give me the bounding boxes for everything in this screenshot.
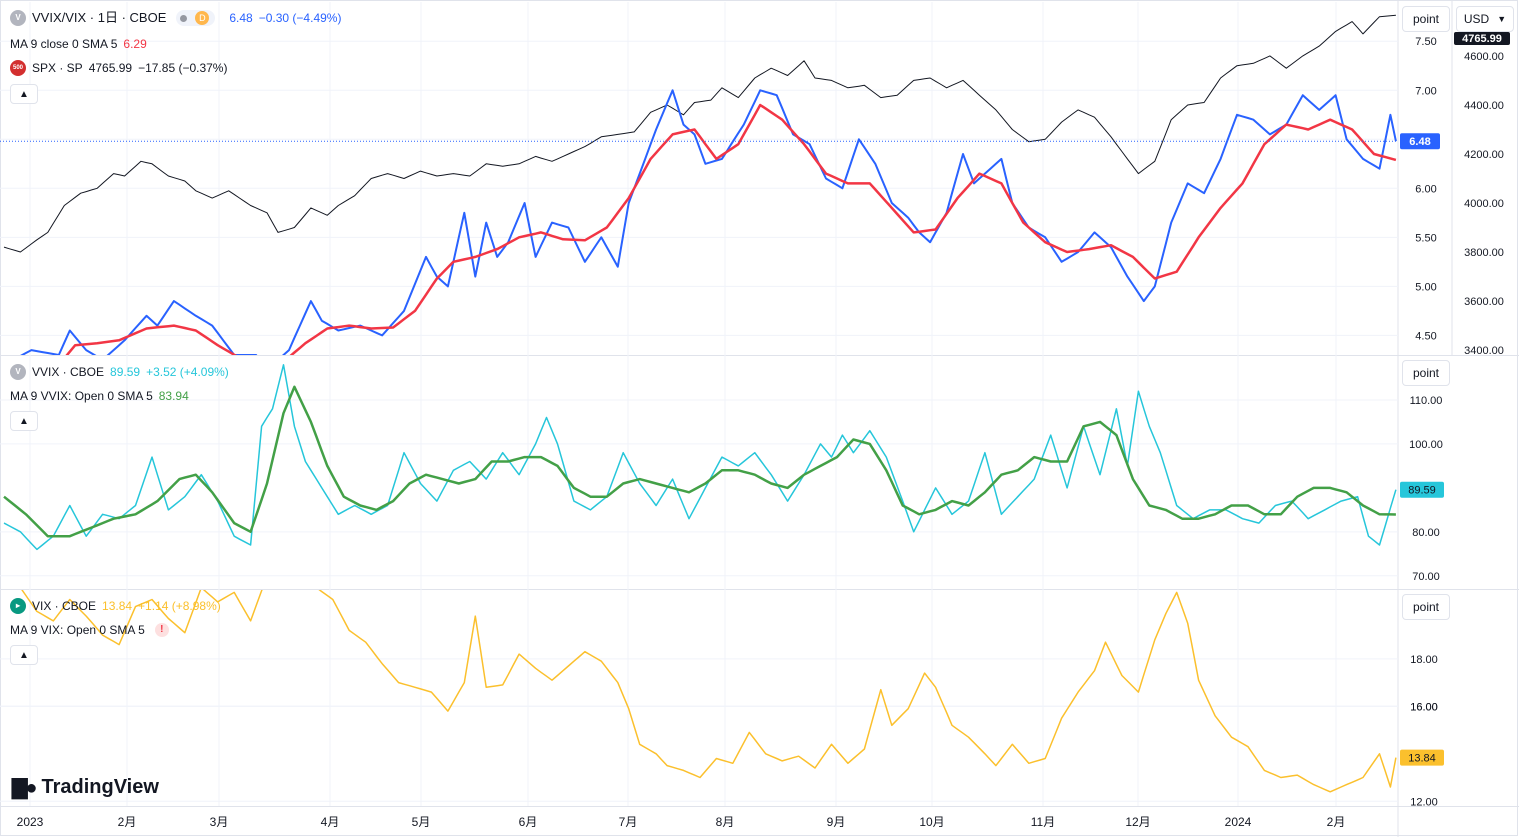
compare-change: −17.85 (−0.37%)	[138, 61, 228, 75]
vvix-ma-value: 83.94	[158, 389, 189, 403]
symbol-logo-icon: V	[10, 10, 26, 26]
data-status-badge[interactable]: D	[176, 10, 216, 26]
tradingview-mark-icon: ▇●	[12, 777, 38, 799]
vix-scale-mode-button[interactable]: point	[1402, 594, 1450, 620]
vvix-price: 89.59	[110, 365, 141, 379]
vvix-line	[3, 364, 1397, 551]
main-scale-mode-button[interactable]: point	[1402, 6, 1450, 32]
time-axis-label: 2024	[1225, 815, 1252, 829]
warning-icon[interactable]: !	[154, 623, 169, 637]
currency-select[interactable]: USD ▼	[1456, 6, 1514, 32]
vvix-ma-line	[3, 385, 1396, 538]
time-axis-label: 3月	[210, 815, 229, 829]
main-price: 6.48	[229, 11, 253, 25]
main-price-tick: 6.00	[1415, 183, 1436, 195]
chevron-down-icon: ▼	[1497, 14, 1507, 24]
time-axis-label: 6月	[519, 815, 538, 829]
vix-price-tick: 12.00	[1410, 796, 1438, 808]
vix-legend-title-row: ▸ VIX · CBOE 13.84 +1.14 (+8.98%)	[10, 598, 221, 614]
tradingview-logo[interactable]: ▇● TradingView	[12, 775, 159, 800]
vix-logo-icon: ▸	[10, 598, 26, 614]
main-change: −0.30 (−4.49%)	[258, 11, 342, 25]
vvix-price-tick: 70.00	[1412, 571, 1440, 583]
time-axis-label: 2023	[17, 815, 44, 829]
chevron-up-icon: ▲	[19, 649, 29, 661]
vvix-logo-icon: V	[10, 364, 26, 380]
main-legend-collapse-button[interactable]: ▲	[10, 84, 38, 104]
compare-symbol: SPX · SP	[32, 61, 83, 75]
main-symbol-title[interactable]: VVIX/VIX · 1日 · CBOE	[32, 10, 167, 25]
time-axis-label: 4月	[321, 815, 340, 829]
time-axis-label: 2月	[1327, 815, 1346, 829]
vix-line	[21, 590, 1397, 793]
spx-price-tick: 4600.00	[1464, 51, 1504, 63]
vvix-last-label-bg	[1400, 481, 1444, 498]
vix-ma-legend[interactable]: MA 9 VIX: Open 0 SMA 5 !	[10, 622, 169, 638]
vix-price-tick: 16.00	[1410, 701, 1438, 713]
vix-symbol-title[interactable]: VIX · CBOE	[32, 599, 97, 613]
vvix-price-tick: 100.00	[1409, 439, 1443, 451]
vvix-ma-label: MA 9 VVIX: Open 0 SMA 5	[10, 389, 153, 403]
spx-price-tick: 3800.00	[1464, 247, 1504, 259]
vvix-ma-legend[interactable]: MA 9 VVIX: Open 0 SMA 5 83.94	[10, 388, 189, 404]
time-axis-label: 5月	[412, 815, 431, 829]
delayed-badge: D	[195, 11, 210, 25]
last-price-label-bg	[1400, 133, 1440, 150]
time-axis-label: 12月	[1125, 815, 1150, 829]
time-axis-label: 2月	[118, 815, 137, 829]
vix-price-tick: 18.00	[1410, 654, 1438, 666]
vvix-vix-ratio-line	[20, 89, 1397, 355]
spx-line	[3, 14, 1396, 253]
time-axis-label: 7月	[619, 815, 638, 829]
vvix-scale-mode-button[interactable]: point	[1402, 360, 1450, 386]
spx-last-label: 4765.99	[1462, 33, 1502, 45]
currency-label: USD	[1463, 12, 1490, 26]
spx-logo-icon: 500	[10, 60, 26, 76]
vix-last-label: 13.84	[1408, 753, 1436, 765]
vix-last-label-bg	[1400, 749, 1444, 766]
main-ma-label: MA 9 close 0 SMA 5	[10, 37, 118, 51]
main-price-tick: 7.50	[1415, 36, 1436, 48]
vvix-legend-title-row: V VVIX · CBOE 89.59 +3.52 (+4.09%)	[10, 364, 229, 380]
main-price-tick: 4.50	[1415, 330, 1436, 342]
vix-price: 13.84	[102, 599, 133, 613]
time-axis-label: 11月	[1031, 815, 1055, 829]
status-dot-icon	[180, 14, 188, 22]
compare-legend[interactable]: 500 SPX · SP 4765.99 −17.85 (−0.37%)	[10, 60, 227, 76]
time-axis-label: 8月	[716, 815, 735, 829]
ratio-ma-line	[65, 103, 1397, 355]
spx-price-tick: 4200.00	[1464, 149, 1504, 161]
vvix-last-label: 89.59	[1408, 485, 1436, 497]
main-price-tick: 5.50	[1415, 232, 1436, 244]
vvix-legend-collapse-button[interactable]: ▲	[10, 411, 38, 431]
vix-change: +1.14 (+8.98%)	[138, 599, 221, 613]
spx-last-label-bg	[1454, 32, 1510, 45]
vvix-price-tick: 110.00	[1410, 395, 1443, 407]
logo-text: TradingView	[41, 776, 159, 798]
main-price-tick: 5.00	[1415, 281, 1436, 293]
last-price-label: 6.48	[1409, 136, 1430, 148]
spx-price-tick: 4400.00	[1464, 100, 1504, 112]
vvix-price-tick: 80.00	[1412, 527, 1440, 539]
vvix-change: +3.52 (+4.09%)	[146, 365, 229, 379]
spx-price-tick: 3400.00	[1464, 345, 1504, 357]
main-ma-value: 6.29	[123, 37, 147, 51]
time-axis-label: 10月	[919, 815, 944, 829]
vix-ma-label: MA 9 VIX: Open 0 SMA 5	[10, 623, 145, 637]
chevron-up-icon: ▲	[19, 415, 29, 427]
spx-price-tick: 4000.00	[1464, 198, 1504, 210]
spx-price-tick: 3600.00	[1464, 296, 1504, 308]
main-price-tick: 7.00	[1415, 85, 1436, 97]
chevron-up-icon: ▲	[19, 88, 29, 100]
vvix-symbol-title[interactable]: VVIX · CBOE	[32, 365, 105, 379]
main-legend-title-row: V VVIX/VIX · 1日 · CBOE D 6.48 −0.30 (−4.…	[10, 10, 341, 26]
time-axis-label: 9月	[827, 815, 846, 829]
vix-legend-collapse-button[interactable]: ▲	[10, 645, 38, 665]
compare-price: 4765.99	[88, 61, 133, 75]
vix-price-tick: 16.00	[1410, 701, 1438, 713]
main-ma-legend[interactable]: MA 9 close 0 SMA 5 6.29	[10, 36, 147, 52]
